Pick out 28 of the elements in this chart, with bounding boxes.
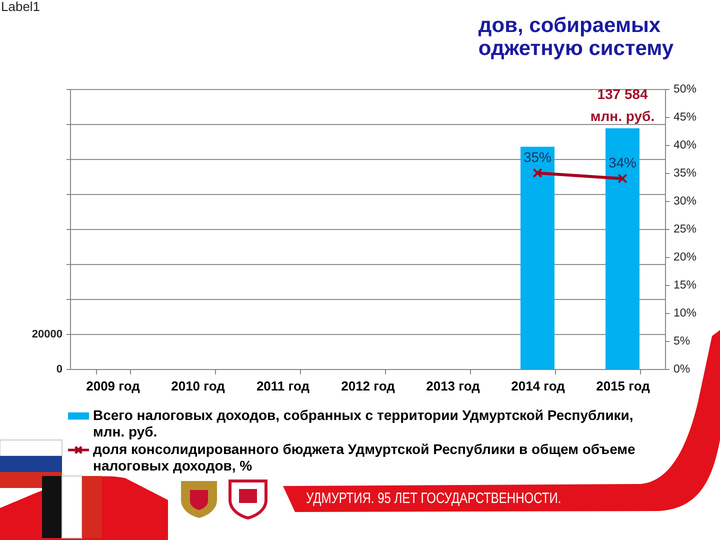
x-tick-label: 2014 год <box>511 378 566 394</box>
data-label: 34% <box>608 154 637 171</box>
y2-tick-label: 45% <box>674 112 697 124</box>
y-tick-label: 0 <box>56 364 62 376</box>
y2-tick-label: 10% <box>674 308 697 320</box>
legend-label: Всего налоговых доходов, собранных с территории Удмуртской Республики, млн. руб. <box>93 407 634 440</box>
y2-tick-label: 35% <box>674 168 697 180</box>
data-label: 137 584 млн. руб. <box>590 86 655 124</box>
chart-title: дов, собираемых оджетную систему <box>478 14 674 60</box>
y-tick-label: 20000 <box>32 328 62 340</box>
x-tick-label: 2009 год <box>86 378 141 394</box>
x-tick-label: 2013 год <box>426 378 481 394</box>
legend-label: доля консолидированного бюджета Удмуртской Республики в общем объеме налоговых доходов, % <box>93 441 636 474</box>
text: Label1 <box>1 0 40 15</box>
y2-tick-label: 15% <box>674 280 697 292</box>
y2-tick-label: 0% <box>674 364 690 376</box>
x-tick-label: 2010 год <box>171 378 226 394</box>
y2-tick-label: 50% <box>674 84 697 96</box>
text: УДМУРТИЯ. 95 ЛЕТ ГОСУДАРСТВЕННОСТИ. <box>306 490 562 508</box>
y2-tick-label: 40% <box>674 140 697 152</box>
y2-tick-label: 5% <box>674 336 690 348</box>
x-tick-label: 2015 год <box>596 378 651 394</box>
y2-tick-label: 25% <box>674 224 697 236</box>
y2-tick-label: 20% <box>674 252 697 264</box>
data-label: 35% <box>523 149 552 165</box>
y2-tick-label: 30% <box>674 196 697 208</box>
x-tick-label: 2012 год <box>341 378 396 394</box>
x-tick-label: 2011 год <box>256 378 310 394</box>
